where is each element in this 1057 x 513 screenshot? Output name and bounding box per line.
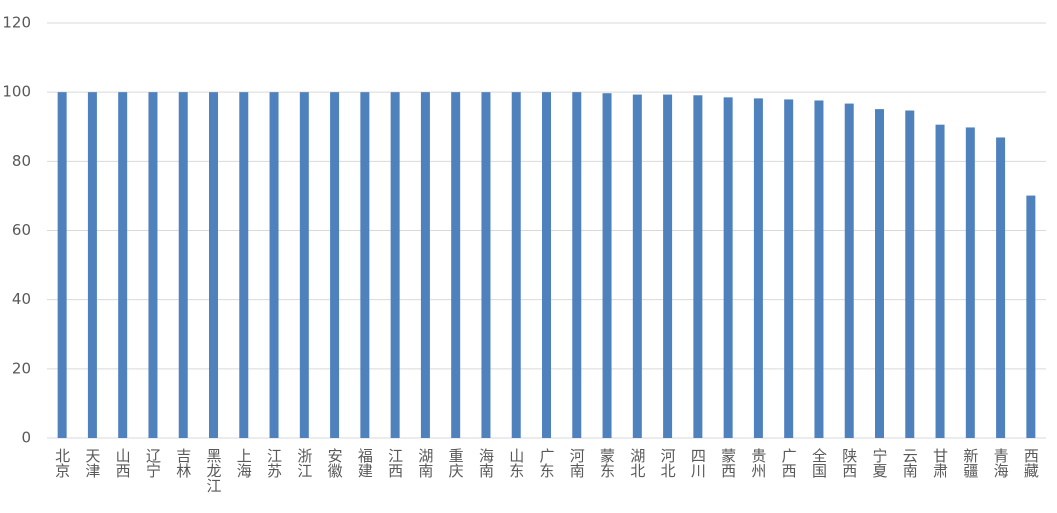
bar — [87, 92, 97, 439]
bar — [148, 92, 158, 439]
x-tick-label: 河北 — [659, 448, 677, 478]
x-tick-label: 云南 — [901, 448, 919, 478]
bar — [299, 92, 309, 439]
x-tick-label: 湖南 — [416, 448, 434, 478]
y-tick-label: 0 — [21, 429, 31, 447]
x-tick-label: 浙江 — [295, 448, 313, 478]
bar — [269, 92, 279, 439]
x-tick-label: 青海 — [992, 448, 1010, 478]
y-tick-label: 60 — [12, 221, 31, 239]
x-tick-label: 黑龙江 — [205, 448, 223, 493]
bar — [572, 92, 582, 439]
bar — [602, 93, 612, 439]
bar — [663, 94, 673, 439]
x-tick-label: 安徽 — [326, 448, 344, 478]
x-tick-label: 广东 — [538, 448, 556, 478]
x-tick-label: 海南 — [477, 448, 495, 478]
y-tick-label: 100 — [2, 83, 31, 101]
bar — [693, 95, 703, 438]
x-tick-label: 贵州 — [749, 448, 767, 478]
bar — [420, 92, 430, 439]
x-tick-label: 新疆 — [961, 448, 979, 478]
y-tick-label: 40 — [12, 290, 31, 308]
bar — [542, 92, 551, 439]
bar — [178, 92, 188, 439]
bar — [632, 94, 642, 439]
bar — [1026, 195, 1036, 438]
x-tick-label: 重庆 — [447, 448, 465, 478]
x-tick-label: 蒙东 — [598, 448, 616, 478]
y-tick-label: 80 — [12, 152, 31, 170]
x-tick-label: 辽宁 — [144, 448, 162, 478]
bar — [239, 92, 249, 439]
bar — [481, 92, 491, 439]
x-tick-label: 西藏 — [1022, 448, 1040, 479]
bar — [451, 92, 461, 439]
bar — [57, 92, 67, 439]
x-tick-label: 河南 — [568, 448, 586, 478]
y-tick-label: 20 — [12, 359, 31, 377]
bar — [935, 124, 945, 439]
bar — [511, 92, 521, 439]
bar — [814, 100, 824, 438]
bar — [905, 110, 915, 438]
bar — [753, 98, 763, 439]
bar — [209, 92, 218, 439]
x-tick-label: 江西 — [386, 448, 404, 478]
bar — [784, 99, 794, 438]
x-tick-label: 全国 — [810, 447, 828, 478]
x-tick-label: 广西 — [780, 448, 798, 478]
x-tick-label: 上海 — [235, 448, 253, 478]
bar — [844, 103, 854, 439]
bar — [360, 92, 370, 439]
x-tick-label: 四川 — [689, 448, 707, 478]
x-tick-label: 山西 — [114, 448, 132, 478]
x-tick-label: 江苏 — [265, 448, 283, 479]
bar — [996, 137, 1006, 439]
bar — [118, 92, 128, 439]
x-tick-label: 天津 — [83, 448, 101, 478]
x-tick-label: 蒙西 — [719, 448, 737, 478]
x-tick-label: 湖北 — [628, 448, 646, 478]
x-tick-label: 山东 — [507, 448, 525, 478]
x-tick-label: 甘肃 — [931, 448, 949, 478]
x-tick-label: 陕西 — [840, 448, 858, 478]
bar — [723, 97, 733, 439]
bar — [965, 127, 975, 439]
x-tick-label: 吉林 — [174, 448, 192, 478]
bar — [875, 109, 884, 439]
bar — [390, 92, 400, 439]
x-tick-label: 福建 — [356, 448, 374, 478]
bar — [330, 92, 340, 439]
y-tick-label: 120 — [2, 14, 31, 32]
x-tick-label: 宁夏 — [871, 448, 889, 478]
x-tick-label: 北京 — [53, 448, 71, 479]
